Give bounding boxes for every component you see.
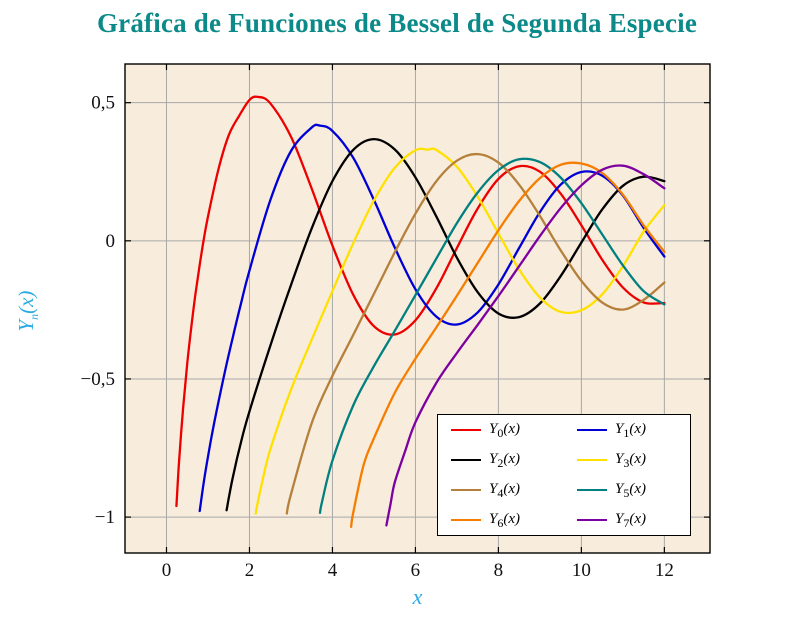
legend-label: Y0(x) [489,420,520,440]
legend-line-icon [451,518,481,522]
y-tick-label: 0,5 [91,93,115,114]
legend-label: Y5(x) [615,480,646,500]
series-curve-Y_5(x) [318,157,666,515]
legend-entry-y6: Y6(x) [438,510,564,530]
legend-line-icon [577,458,607,462]
legend-line-icon [451,428,481,432]
series-curve-Y_2(x) [225,137,666,512]
y-tick-label: −1 [95,507,115,528]
y-tick-label: −0,5 [81,369,115,390]
legend-line-icon [577,428,607,432]
x-axis-label: x [412,584,423,609]
series-curve-Y_7(x) [385,164,666,527]
legend-entry-y2: Y2(x) [438,450,564,470]
series-curve-Y_0(x) [175,95,666,508]
legend-entry-y1: Y1(x) [564,420,690,440]
legend-line-icon [451,458,481,462]
legend-line-icon [451,488,481,492]
legend-entry-y3: Y3(x) [564,450,690,470]
x-tick-label: 0 [162,560,172,581]
legend-label: Y7(x) [615,510,646,530]
legend-entry-y7: Y7(x) [564,510,690,530]
legend-label: Y2(x) [489,450,520,470]
series-curve-Y_6(x) [349,161,666,528]
series-curve-Y_1(x) [198,123,666,513]
legend-entry-y5: Y5(x) [564,480,690,500]
legend-label: Y1(x) [615,420,646,440]
legend: Y0(x) Y1(x) Y2(x) Y3(x) Y4(x) Y5(x) Y6(x… [437,414,691,536]
x-tick-label: 2 [245,560,255,581]
plot-frame [124,63,711,554]
chart-title: Gráfica de Funciones de Bessel de Segund… [96,8,698,38]
series-curve-Y_3(x) [254,147,666,515]
legend-line-icon [577,488,607,492]
x-tick-label: 8 [494,560,504,581]
x-tick-label: 12 [655,560,674,581]
legend-label: Y3(x) [615,450,646,470]
legend-label: Y4(x) [489,480,520,500]
legend-line-icon [577,518,607,522]
series-curve-Y_4(x) [285,152,666,515]
x-tick-label: 10 [572,560,591,581]
y-tick-label: 0 [106,231,116,252]
y-axis-label: Yn(x) [13,290,42,332]
x-tick-label: 6 [411,560,421,581]
legend-entry-y4: Y4(x) [438,480,564,500]
legend-entry-y0: Y0(x) [438,420,564,440]
x-tick-label: 4 [328,560,338,581]
legend-label: Y6(x) [489,510,520,530]
